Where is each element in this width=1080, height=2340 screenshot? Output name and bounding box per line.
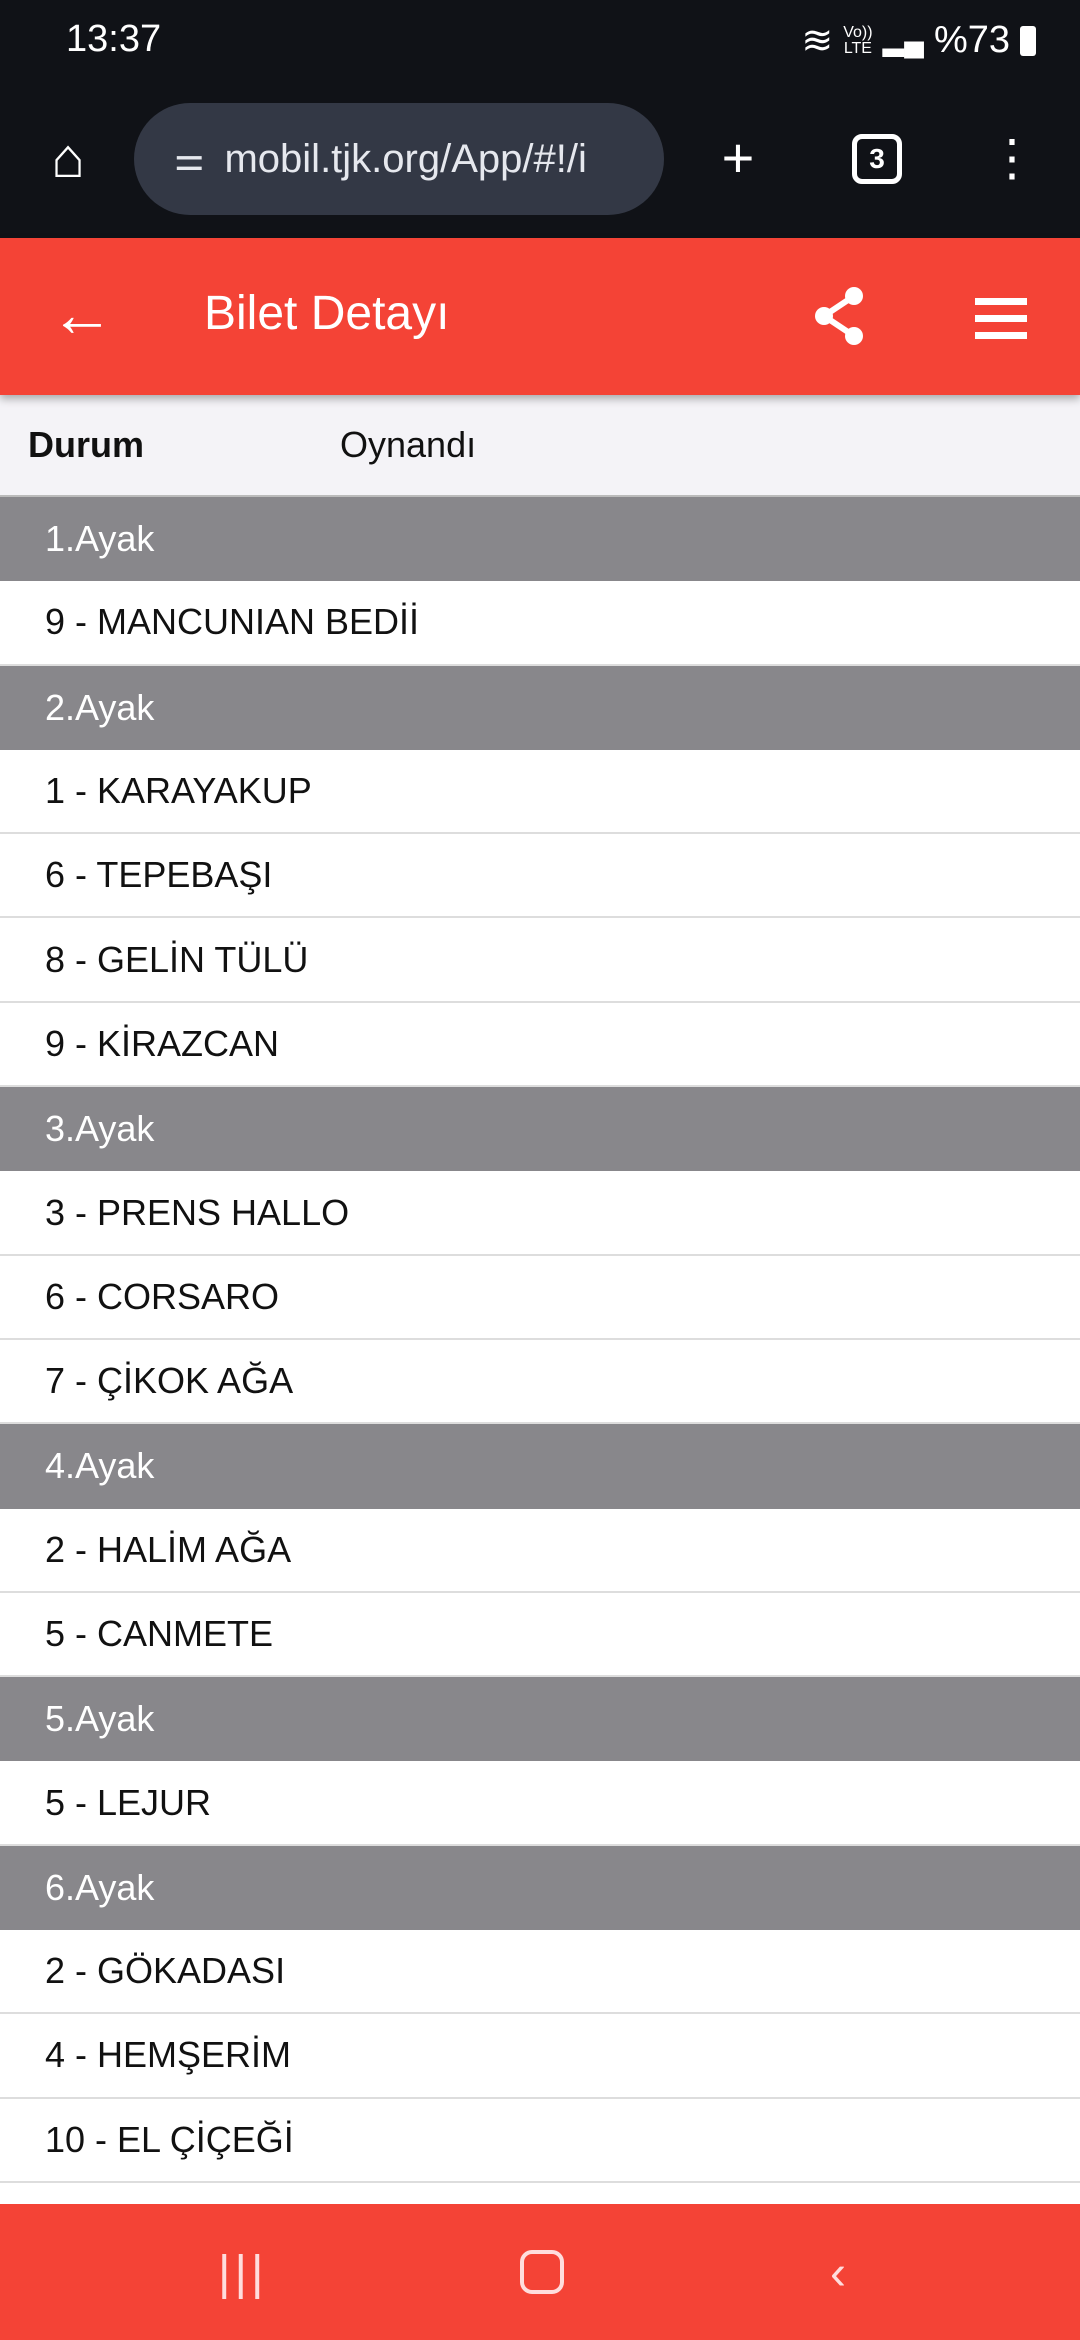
horse-item: 8 - GELİN TÜLÜ — [0, 918, 1080, 1003]
url-text: mobil.tjk.org/App/#!/i — [224, 136, 587, 181]
new-tab-icon[interactable]: + — [721, 126, 755, 189]
browser-toolbar: ⌂ ⚌ mobil.tjk.org/App/#!/i + 3 ⋮ — [0, 80, 1080, 238]
home-button-icon[interactable] — [520, 2250, 564, 2294]
leg-header: 5.Ayak — [0, 1677, 1080, 1762]
back-arrow-icon[interactable]: ← — [50, 278, 114, 350]
recent-apps-icon[interactable]: ||| — [218, 2247, 268, 2300]
app-bar: ← Bilet Detayı — [0, 238, 1080, 395]
share-icon[interactable] — [810, 286, 870, 346]
horse-item: 2 - GÖKADASI — [0, 1930, 1080, 2015]
horse-item: 10 - EL ÇİÇEĞİ — [0, 2098, 1080, 2183]
more-options-icon[interactable]: ⋮ — [987, 130, 1037, 186]
horse-item: 7 - ÇİKOK AĞA — [0, 1339, 1080, 1425]
site-settings-icon[interactable]: ⚌ — [174, 140, 205, 178]
status-bar: 13:37 ≋ Vo)) LTE ▂▄ %73 — [0, 0, 1080, 80]
leg-header: 3.Ayak — [0, 1087, 1080, 1172]
back-nav-icon[interactable]: ‹ — [830, 2247, 846, 2300]
battery-percent: %73 — [933, 19, 1010, 61]
leg-header: 2.Ayak — [0, 665, 1080, 750]
leg-header: 4.Ayak — [0, 1424, 1080, 1509]
home-icon[interactable]: ⌂ — [51, 126, 85, 189]
clock: 13:37 — [66, 18, 162, 60]
hamburger-menu-icon[interactable] — [975, 298, 1027, 349]
leg-header: 6.Ayak — [0, 1845, 1080, 1931]
page-title: Bilet Detayı — [204, 287, 450, 340]
horse-item: 6 - TEPEBAŞI — [0, 834, 1080, 919]
horse-item: 9 - MANCUNIAN BEDİİ — [0, 581, 1080, 666]
volte-icon: Vo)) LTE — [843, 23, 873, 57]
battery-icon — [1020, 25, 1036, 56]
leg-header: 1.Ayak — [0, 497, 1080, 582]
horse-item: 3 - PRENS HALLO — [0, 1171, 1080, 1256]
status-label: Durum — [28, 424, 144, 465]
horse-item: 6 - CORSARO — [0, 1255, 1080, 1340]
status-value: Oynandı — [340, 424, 477, 465]
address-bar[interactable]: ⚌ mobil.tjk.org/App/#!/i — [134, 103, 664, 215]
horse-item: 2 - HALİM AĞA — [0, 1508, 1080, 1593]
horse-item: 5 - LEJUR — [0, 1761, 1080, 1846]
horse-item: 9 - KİRAZCAN — [0, 1002, 1080, 1088]
system-nav-bar: ||| ‹ — [0, 2204, 1080, 2340]
tab-switcher-button[interactable]: 3 — [852, 134, 902, 184]
signal-icon: ▂▄ — [882, 25, 924, 56]
status-row: Durum Oynandı — [0, 395, 1080, 497]
horse-item: 1 - KARAYAKUP — [0, 749, 1080, 835]
ticket-details: Durum Oynandı 1.Ayak 9 - MANCUNIAN BEDİİ 2… — [0, 395, 1080, 2183]
wifi-icon: ≋ — [801, 20, 834, 62]
horse-item: 5 - CANMETE — [0, 1592, 1080, 1678]
horse-item: 4 - HEMŞERİM — [0, 2014, 1080, 2099]
